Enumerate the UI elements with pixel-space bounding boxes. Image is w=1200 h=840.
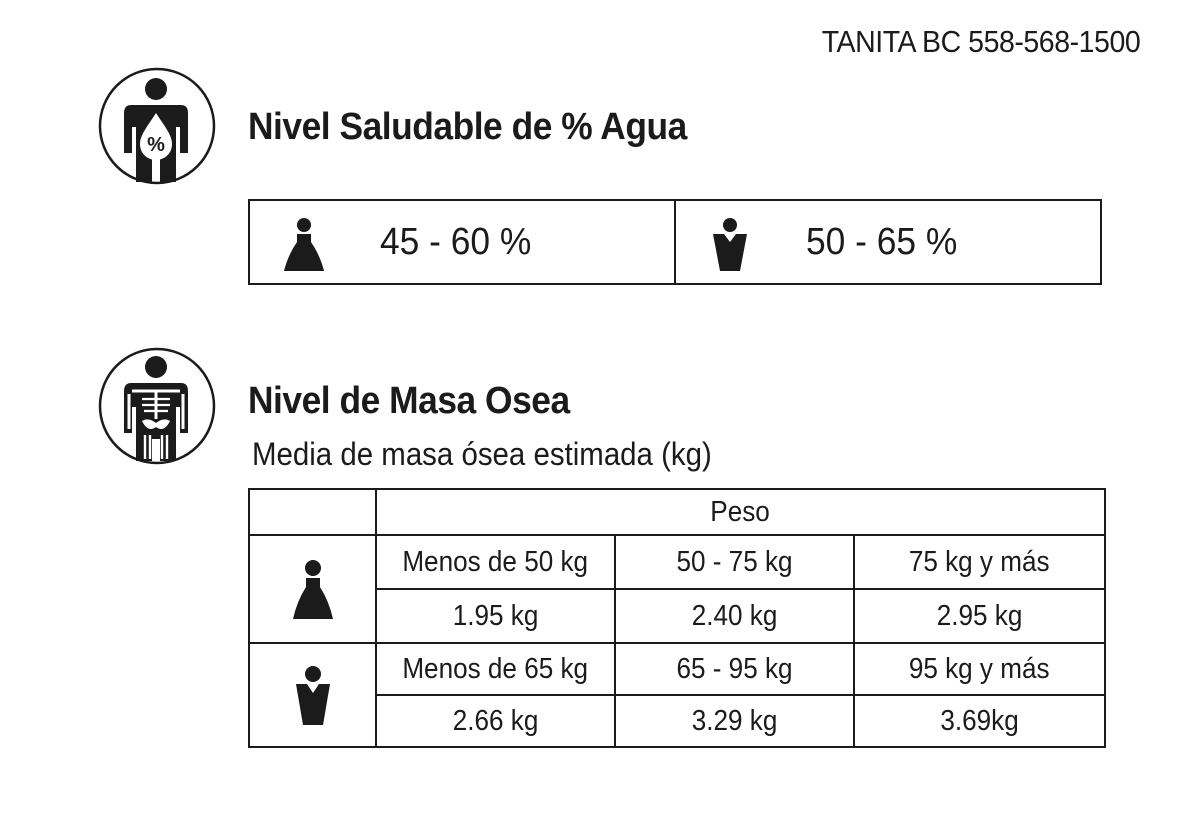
weight-range-cell: 95 kg y más (853, 642, 1106, 696)
model-code: TANITA BC 558-568-1500 (821, 24, 1140, 59)
female-icon (284, 218, 324, 271)
weight-range-cell: 50 - 75 kg (614, 534, 855, 590)
water-ranges-box: 45 - 60 % 50 - 65 % (248, 199, 1102, 285)
bone-mass-cell: 1.95 kg (375, 588, 616, 644)
table-corner-cell (248, 488, 377, 536)
skeleton-body-icon (98, 347, 216, 465)
weight-header: Peso (375, 488, 1106, 536)
female-row-icon-cell (248, 534, 377, 644)
weight-range-cell: 65 - 95 kg (614, 642, 855, 696)
table-row: 1.95 kg 2.40 kg 2.95 kg (249, 588, 1106, 644)
weight-range-cell: Menos de 50 kg (375, 534, 616, 590)
bone-mass-cell: 3.69kg (853, 694, 1106, 748)
bone-mass-table: Peso Menos de 50 kg 50 - 75 kg 75 kg y m… (248, 488, 1106, 748)
water-section-title: Nivel Saludable de % Agua (248, 106, 687, 148)
bone-mass-cell: 2.66 kg (375, 694, 616, 748)
water-male-cell: 50 - 65 % (674, 201, 1100, 283)
water-male-range: 50 - 65 % (806, 221, 958, 263)
bone-section-title: Nivel de Masa Osea (248, 380, 570, 422)
svg-text:%: % (147, 134, 165, 156)
female-icon (292, 560, 333, 619)
male-icon (295, 666, 330, 725)
table-row: Menos de 65 kg 65 - 95 kg 95 kg y más (248, 642, 1106, 748)
table-row: Menos de 50 kg 50 - 75 kg 75 kg y más (248, 534, 1106, 644)
table-header-row: Peso (248, 488, 1106, 536)
water-female-cell: 45 - 60 % (250, 201, 674, 283)
weight-range-cell: Menos de 65 kg (375, 642, 616, 696)
bone-mass-cell: 3.29 kg (614, 694, 855, 748)
weight-range-cell: 75 kg y más (853, 534, 1106, 590)
table-row: 2.66 kg 3.29 kg 3.69kg (249, 694, 1106, 748)
water-female-range: 45 - 60 % (380, 221, 532, 263)
bone-mass-cell: 2.40 kg (614, 588, 855, 644)
water-percent-body-icon: % (98, 67, 216, 185)
bone-section-subtitle: Media de masa ósea estimada (kg) (252, 436, 712, 472)
bone-mass-cell: 2.95 kg (853, 588, 1106, 644)
male-icon (713, 218, 747, 271)
male-row-icon-cell (248, 642, 377, 748)
